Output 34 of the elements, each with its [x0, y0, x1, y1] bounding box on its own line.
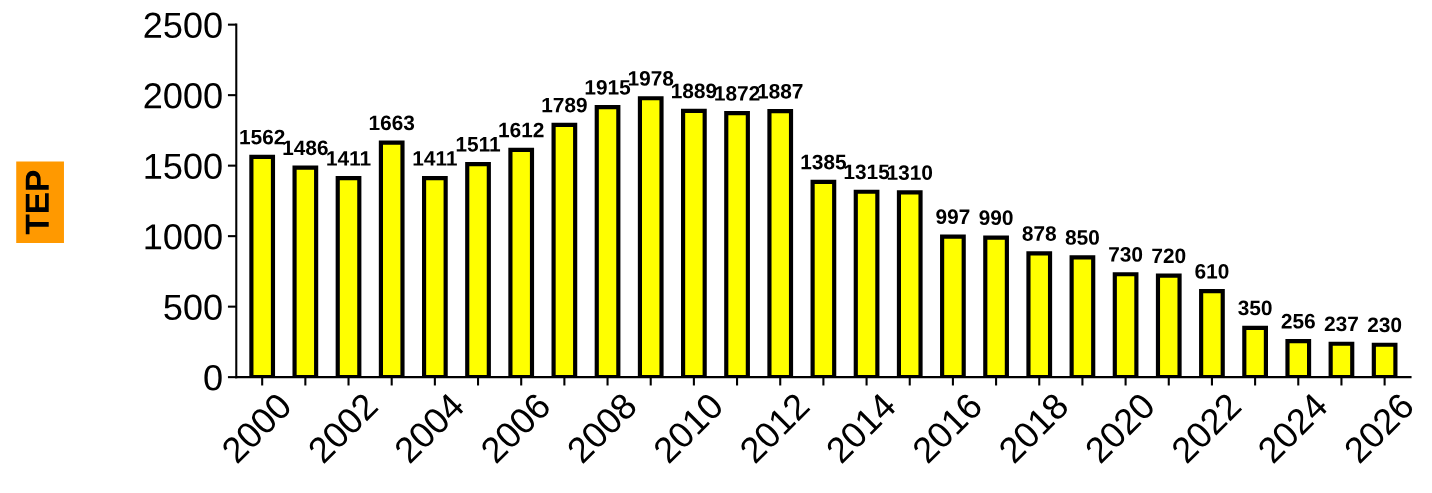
- data-label: 1663: [369, 115, 415, 131]
- data-label: 350: [1238, 300, 1272, 316]
- y-tick-label: 0: [204, 365, 222, 391]
- data-label: 1872: [715, 85, 760, 101]
- data-label: 1310: [887, 165, 933, 181]
- data-label: 720: [1152, 248, 1186, 264]
- data-label: 850: [1065, 230, 1099, 245]
- data-label: 1315: [844, 164, 890, 180]
- data-label: 230: [1367, 317, 1402, 333]
- y-tick-label: 2500: [144, 12, 222, 39]
- data-label: 1486: [283, 140, 328, 156]
- data-label: 610: [1195, 263, 1229, 279]
- data-label: 1511: [456, 137, 501, 152]
- data-label: 1789: [542, 97, 587, 113]
- data-label: 990: [979, 210, 1013, 226]
- y-tick-label: 1000: [145, 224, 222, 250]
- data-label: 1562: [240, 129, 285, 145]
- y-tick-label: 1500: [145, 153, 222, 180]
- data-label: 237: [1324, 316, 1358, 332]
- data-label: 1612: [499, 122, 544, 138]
- data-label: 1411: [327, 151, 371, 166]
- data-label: 1385: [801, 154, 846, 170]
- data-label: 1915: [585, 79, 631, 95]
- y-axis-title: TEP: [25, 170, 49, 235]
- data-label: 730: [1109, 247, 1143, 262]
- data-label: 878: [1022, 226, 1056, 241]
- data-label: 997: [936, 209, 970, 225]
- data-label: 1411: [413, 151, 457, 166]
- data-label: 1889: [672, 83, 717, 99]
- data-label: 1978: [628, 71, 674, 86]
- y-tick-label: 2000: [144, 83, 222, 109]
- data-label: 256: [1281, 313, 1315, 329]
- data-label: 1887: [758, 83, 803, 99]
- y-tick-label: 500: [164, 294, 222, 321]
